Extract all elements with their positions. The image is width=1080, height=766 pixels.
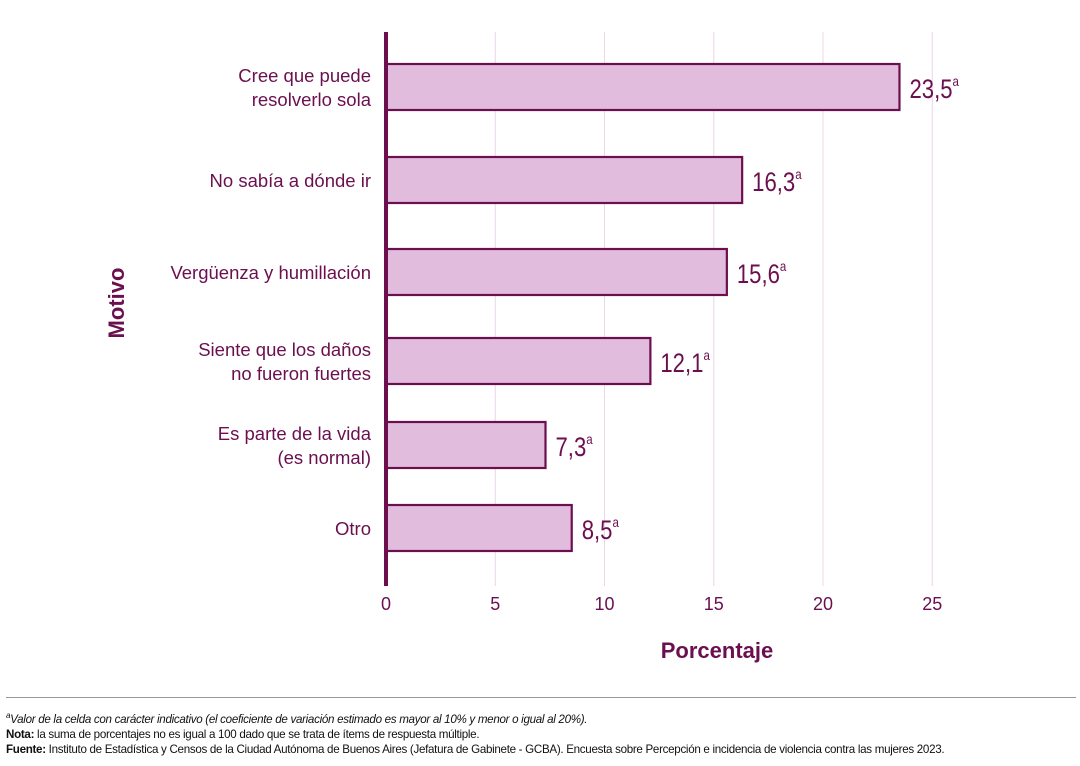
footnote-a-text: Valor de la celda con carácter indicativ… [10, 713, 588, 726]
fuente-label: Fuente: [6, 743, 46, 756]
footnote-a: aValor de la celda con carácter indicati… [6, 712, 1076, 727]
category-label-1-0: No sabía a dónde ir [210, 170, 371, 191]
value-label-0: 23,5a [909, 73, 959, 105]
x-tick-label-5: 5 [490, 594, 500, 614]
bar-chart: 0 5 10 15 20 25 23,5a Cree que puede resolverlo … [104, 32, 960, 663]
footnote-nota: Nota: la suma de porcentajes no es igual… [6, 727, 1076, 742]
category-label-3-0: Siente que los daños [198, 339, 371, 360]
x-tick-label-20: 20 [813, 594, 833, 614]
x-tick-label-25: 25 [922, 594, 942, 614]
y-axis-title: Motivo [104, 268, 129, 339]
value-label-4: 7,3a [556, 431, 594, 463]
bar-3 [384, 336, 652, 386]
value-label-5: 8,5a [582, 514, 620, 546]
bar-0 [384, 62, 901, 112]
category-label-2-0: Vergüenza y humillación [170, 262, 371, 283]
footnote-fuente: Fuente: Instituto de Estadística y Censo… [6, 742, 1076, 757]
footnote-a-marker: a [6, 711, 11, 721]
x-tick-label-10: 10 [594, 594, 614, 614]
fuente-text: Instituto de Estadística y Censos de la … [45, 743, 945, 756]
category-label-4-0: Es parte de la vida [218, 423, 372, 444]
chart-footer: aValor de la celda con carácter indicati… [6, 697, 1076, 757]
nota-label: Nota: [6, 728, 35, 741]
x-tick-label-15: 15 [704, 594, 724, 614]
category-label-4-1: (es normal) [277, 447, 371, 468]
value-label-3: 12,1a [660, 347, 710, 379]
value-label-2: 15,6a [737, 258, 787, 290]
category-label-0-1: resolverlo sola [252, 89, 372, 110]
value-label-1: 16,3a [752, 166, 802, 198]
category-label-3-1: no fueron fuertes [231, 363, 371, 384]
bar-4 [384, 420, 547, 470]
x-tick-label-0: 0 [381, 594, 391, 614]
category-label-0-0: Cree que puede [238, 65, 371, 86]
x-axis-title: Porcentaje [661, 638, 774, 663]
bar-2 [384, 247, 728, 297]
bar-1 [384, 155, 744, 205]
category-label-5-0: Otro [335, 518, 371, 539]
nota-text: la suma de porcentajes no es igual a 100… [34, 728, 480, 741]
bar-5 [384, 503, 573, 553]
